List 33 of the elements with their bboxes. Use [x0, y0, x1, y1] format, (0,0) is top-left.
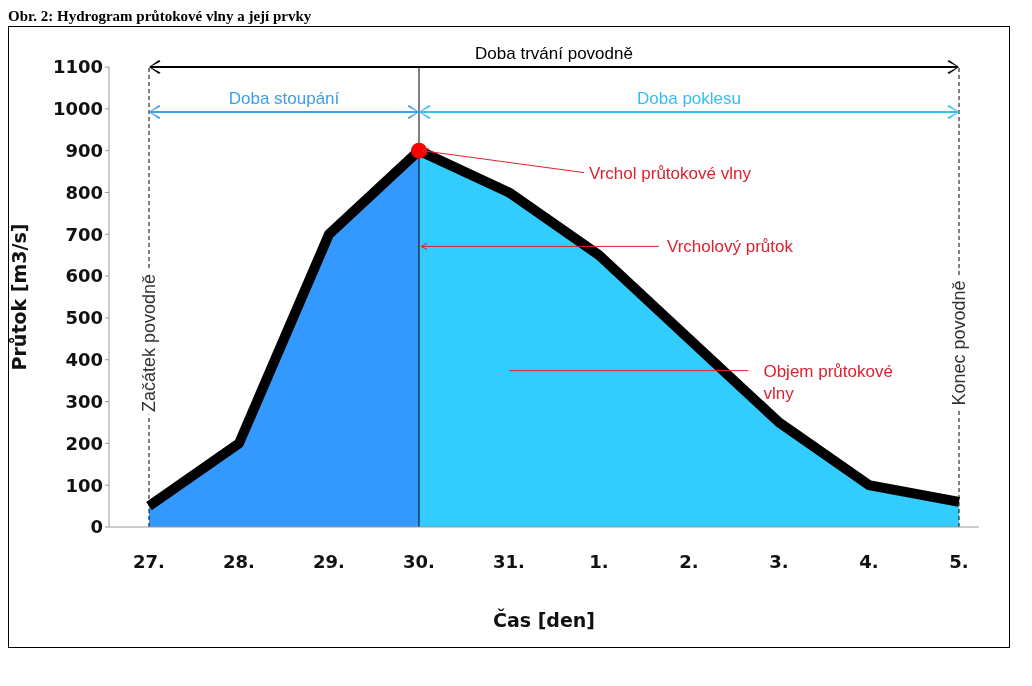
x-tick-label: 30. — [403, 550, 435, 572]
annotation: Vrchol průtokové vlny — [589, 163, 752, 183]
ref-line-label: Začátek povodně — [139, 273, 159, 413]
y-axis-title: Průtok [m3/s] — [7, 223, 30, 371]
y-tick-label: 300 — [65, 390, 103, 412]
x-axis-title: Čas [den] — [492, 608, 596, 631]
y-tick-label: 400 — [65, 349, 103, 371]
text: Doba trvání povodně — [475, 44, 633, 63]
x-tick-label: 3. — [769, 550, 789, 572]
ref-line-label: Konec povodně — [949, 280, 969, 406]
chart-title: Obr. 2: Hydrogram průtokové vlny a její prvky — [8, 8, 313, 26]
y-tick-label: 0 — [90, 516, 103, 538]
y-tick-label: 700 — [65, 223, 103, 245]
x-tick-label: 29. — [313, 550, 345, 572]
annotation: Doba poklesu — [637, 89, 741, 108]
y-tick-label: 1100 — [52, 56, 103, 78]
x-tick-label: 27. — [133, 550, 165, 572]
annotation: Objem průtokové vlny — [763, 361, 893, 403]
annotation: Doba stoupání — [228, 89, 340, 108]
y-tick-label: 500 — [65, 307, 103, 329]
y-tick-label: 1000 — [52, 98, 103, 120]
ref-line-label: Vrcholový průtok — [667, 237, 794, 257]
y-tick-label: 100 — [65, 474, 103, 496]
y-tick-label: 200 — [65, 432, 103, 454]
x-tick-label: 28. — [223, 550, 255, 572]
x-tick-label: 2. — [679, 550, 699, 572]
x-tick-label: 4. — [859, 550, 879, 572]
y-tick-label: 600 — [65, 265, 103, 287]
x-tick-label: 1. — [589, 550, 609, 572]
x-tick-label: 5. — [949, 550, 969, 572]
y-tick-label: 900 — [65, 140, 103, 162]
x-tick-label: 31. — [493, 550, 525, 572]
y-tick-label: 800 — [65, 181, 103, 203]
